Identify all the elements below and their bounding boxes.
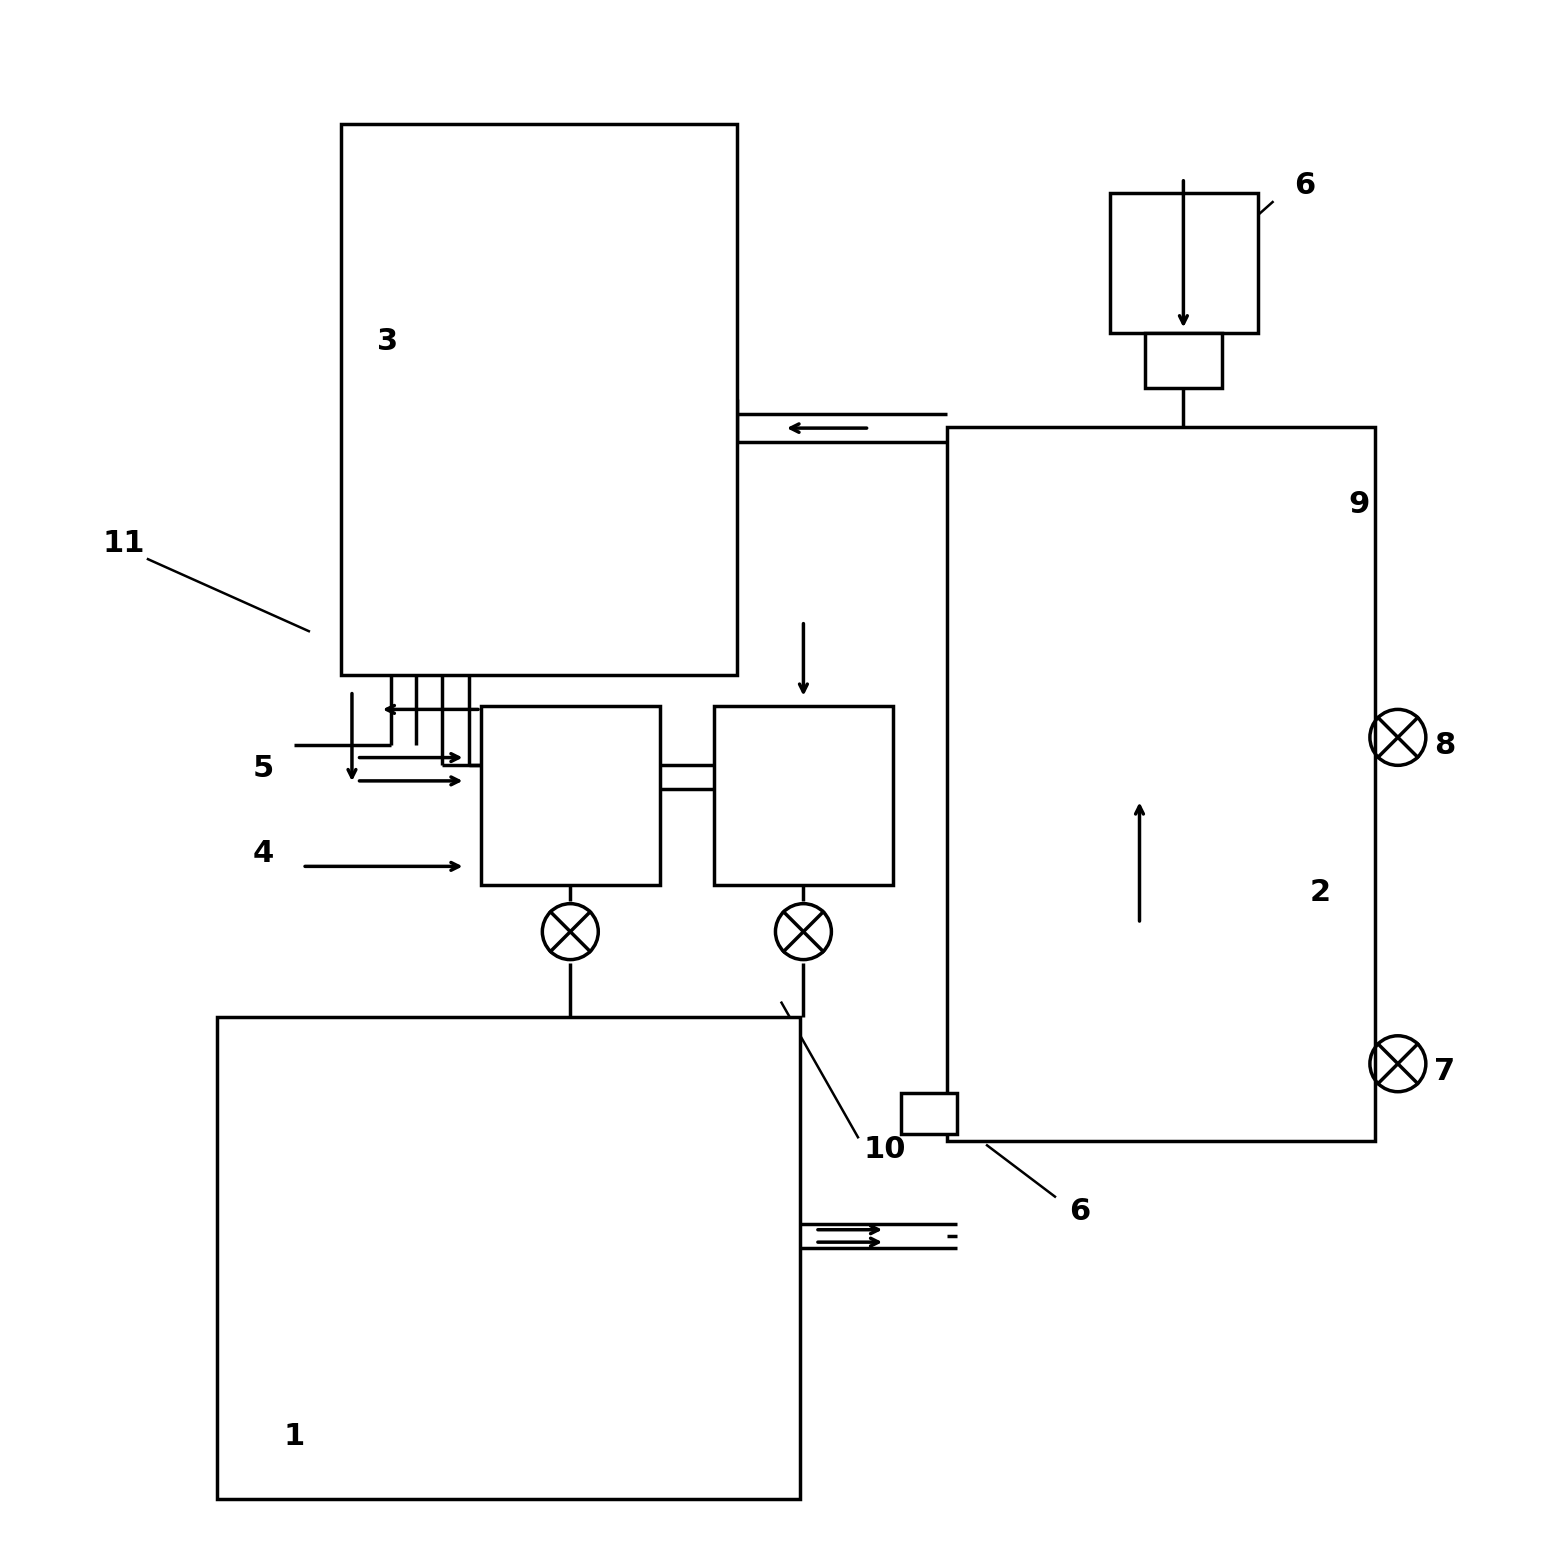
Bar (900, 1093, 956, 1134)
Bar (1110, 193, 1258, 334)
Text: 6: 6 (1294, 171, 1316, 201)
Bar (481, 706, 660, 884)
Bar (947, 426, 1375, 1142)
Bar (342, 124, 737, 676)
Text: 11: 11 (102, 528, 144, 558)
Text: 5: 5 (252, 754, 274, 782)
Bar (1145, 334, 1223, 387)
Text: 3: 3 (378, 326, 398, 356)
Text: 6: 6 (1069, 1196, 1090, 1226)
Text: 2: 2 (1309, 878, 1331, 908)
Text: 8: 8 (1433, 731, 1455, 759)
Text: 4: 4 (252, 839, 274, 869)
Text: 1: 1 (284, 1422, 306, 1452)
Bar (713, 706, 892, 884)
Text: 10: 10 (864, 1135, 906, 1163)
Text: 9: 9 (1348, 489, 1370, 519)
Text: 7: 7 (1433, 1057, 1455, 1087)
Bar (216, 1018, 800, 1499)
